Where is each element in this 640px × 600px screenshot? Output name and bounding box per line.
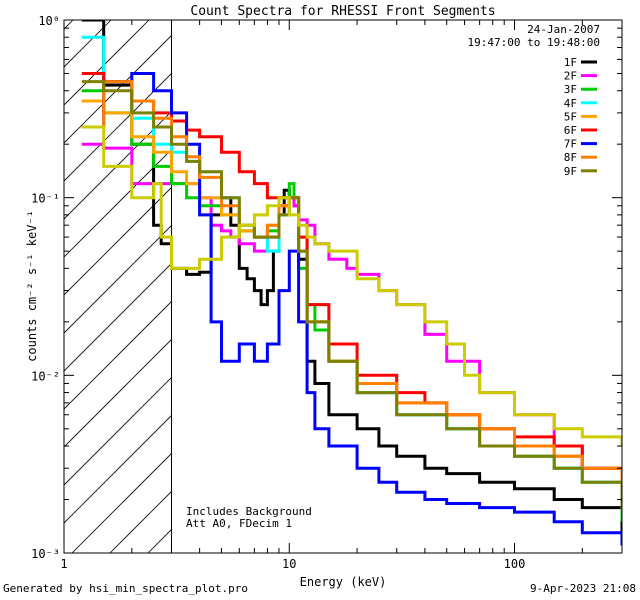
hatched-region [64, 20, 640, 553]
hatch-line [566, 20, 640, 553]
hatch-line [64, 338, 172, 448]
footer-timestamp: 9-Apr-2023 21:08 [530, 582, 636, 595]
series-line-10 [81, 125, 622, 446]
y-tick-label: 10⁰ [38, 14, 60, 28]
x-axis-label: Energy (keV) [300, 575, 387, 589]
legend-label: 9F [564, 165, 577, 178]
hatch-line [528, 20, 640, 553]
hatch-line [64, 262, 172, 372]
legend-label: 4F [564, 97, 577, 110]
annotation-background: Includes Background [186, 505, 312, 518]
series-line-6 [81, 72, 622, 493]
series-lines [81, 20, 622, 546]
legend-item: 8F [564, 151, 597, 164]
hatch-line [71, 452, 172, 553]
hatch-line [64, 300, 172, 410]
y-tick-label: 10⁻¹ [31, 192, 60, 206]
x-tick-label: 100 [504, 557, 526, 571]
y-tick-label: 10⁻³ [31, 547, 60, 561]
annotation-attenuator: Att A0, FDecim 1 [186, 517, 292, 530]
axes [63, 19, 623, 554]
hatch-line [64, 414, 172, 524]
hatch-lines [64, 20, 640, 553]
hatch-line [338, 20, 640, 553]
legend-item: 7F [564, 138, 597, 151]
legend-label: 5F [564, 110, 577, 123]
legend-label: 2F [564, 70, 577, 83]
axis-ticks: 1 10 100 10⁰ 10⁻¹ 10⁻² 10⁻³ [31, 14, 623, 571]
footer-generated-by: Generated by hsi_min_spectra_plot.pro [3, 582, 249, 595]
legend-item: 1F [564, 56, 597, 69]
hatch-line [64, 186, 172, 296]
legend-item: 4F [564, 97, 597, 110]
hatch-line [109, 490, 172, 553]
hatch-line [64, 34, 172, 144]
date-label: 24-Jan-2007 [527, 23, 600, 36]
hatch-line [376, 20, 640, 553]
hatch-line [64, 20, 150, 106]
hatch-line [64, 72, 172, 182]
plot-frame [63, 19, 623, 554]
x-tick-label: 1 [60, 557, 67, 571]
legend-label: 8F [564, 151, 577, 164]
series-line-5 [81, 99, 622, 500]
legend-label: 6F [564, 124, 577, 137]
hatch-line [64, 224, 172, 334]
legend-label: 7F [564, 138, 577, 151]
hatch-line [224, 20, 640, 553]
legend-item: 9F [564, 165, 597, 178]
y-tick-label: 10⁻² [31, 369, 60, 383]
legend-label: 1F [564, 56, 577, 69]
legend-item: 2F [564, 70, 597, 83]
legend-item: 6F [564, 124, 597, 137]
legend-item: 3F [564, 83, 597, 96]
time-range-label: 19:47:00 to 19:48:00 [468, 36, 600, 49]
legend-label: 3F [564, 83, 577, 96]
x-tick-label: 10 [282, 557, 296, 571]
legend-item: 5F [564, 110, 597, 123]
y-axis-label: counts cm⁻² s⁻¹ keV⁻¹ [25, 210, 39, 362]
chart-title: Count Spectra for RHESSI Front Segments [190, 4, 495, 19]
hatch-line [64, 376, 172, 486]
